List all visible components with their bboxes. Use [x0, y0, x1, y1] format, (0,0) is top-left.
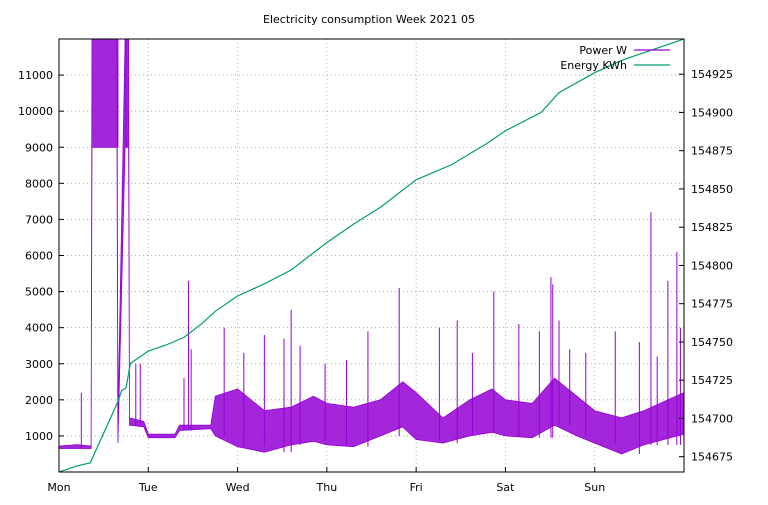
y-right-tick-label: 154825	[691, 221, 733, 234]
y-left-tick-label: 8000	[25, 177, 53, 190]
y-right-tick-label: 154800	[691, 259, 733, 272]
power-series-band	[59, 39, 684, 455]
y-left-tick-label: 4000	[25, 322, 53, 335]
x-tick-label: Sun	[584, 481, 605, 494]
plot-frame	[58, 38, 685, 473]
legend-label: Power W	[579, 44, 627, 57]
y-right-tick-label: 154900	[691, 106, 733, 119]
legend-label: Energy KWh	[560, 59, 627, 72]
y-left-tick-label: 10000	[18, 105, 53, 118]
grid-lines	[59, 39, 684, 472]
y-right-tick-label: 154750	[691, 336, 733, 349]
chart-title: Electricity consumption Week 2021 05	[263, 13, 475, 26]
y-right-tick-label: 154725	[691, 374, 733, 387]
x-tick-label: Tue	[138, 481, 158, 494]
y-right-tick-label: 154775	[691, 298, 733, 311]
y-left-tick-label: 1000	[25, 430, 53, 443]
y-left-tick-label: 6000	[25, 250, 53, 263]
x-tick-label: Thu	[316, 481, 338, 494]
plot-clip-group	[59, 39, 684, 472]
x-tick-label: Wed	[226, 481, 250, 494]
axes: Mon Tue Wed Thu Fri Sat Sun 1000 2000 3000 4000 500…	[18, 68, 733, 494]
x-tick-label: Sat	[496, 481, 515, 494]
y-left-tick-label: 2000	[25, 394, 53, 407]
y-left-tick-label: 11000	[18, 69, 53, 82]
y-right-tick-label: 154700	[691, 412, 733, 425]
legend: Power W Energy KWh	[560, 44, 670, 72]
x-tick-label: Mon	[47, 481, 70, 494]
y-left-tick-label: 3000	[25, 358, 53, 371]
y-right-tick-label: 154875	[691, 145, 733, 158]
y-left-tick-label: 7000	[25, 213, 53, 226]
y-right-tick-label: 154675	[691, 451, 733, 464]
energy-series-line	[59, 39, 684, 472]
y-right-tick-label: 154850	[691, 183, 733, 196]
x-tick-label: Fri	[410, 481, 423, 494]
y-left-tick-label: 9000	[25, 141, 53, 154]
plot-area	[59, 39, 684, 472]
y-left-tick-label: 5000	[25, 286, 53, 299]
y-right-tick-label: 154925	[691, 68, 733, 81]
